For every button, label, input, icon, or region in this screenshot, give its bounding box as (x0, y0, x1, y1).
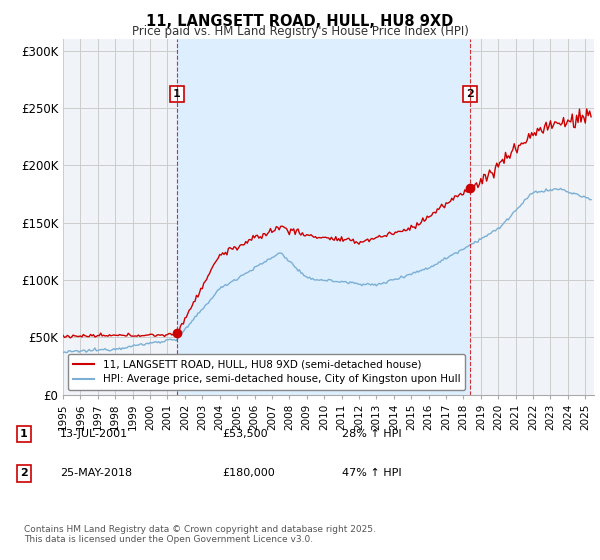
Text: 13-JUL-2001: 13-JUL-2001 (60, 429, 128, 439)
Text: Contains HM Land Registry data © Crown copyright and database right 2025.
This d: Contains HM Land Registry data © Crown c… (24, 525, 376, 544)
Text: 2: 2 (20, 468, 28, 478)
Legend: 11, LANGSETT ROAD, HULL, HU8 9XD (semi-detached house), HPI: Average price, semi: 11, LANGSETT ROAD, HULL, HU8 9XD (semi-d… (68, 354, 466, 390)
Text: 1: 1 (20, 429, 28, 439)
Text: 28% ↑ HPI: 28% ↑ HPI (342, 429, 401, 439)
Text: Price paid vs. HM Land Registry's House Price Index (HPI): Price paid vs. HM Land Registry's House … (131, 25, 469, 38)
Bar (177, 39, 470, 395)
Text: £180,000: £180,000 (222, 468, 275, 478)
Text: 2: 2 (466, 89, 474, 99)
Text: £53,500: £53,500 (222, 429, 268, 439)
Text: 47% ↑ HPI: 47% ↑ HPI (342, 468, 401, 478)
Text: 25-MAY-2018: 25-MAY-2018 (60, 468, 132, 478)
Text: 1: 1 (173, 89, 181, 99)
Text: 11, LANGSETT ROAD, HULL, HU8 9XD: 11, LANGSETT ROAD, HULL, HU8 9XD (146, 14, 454, 29)
